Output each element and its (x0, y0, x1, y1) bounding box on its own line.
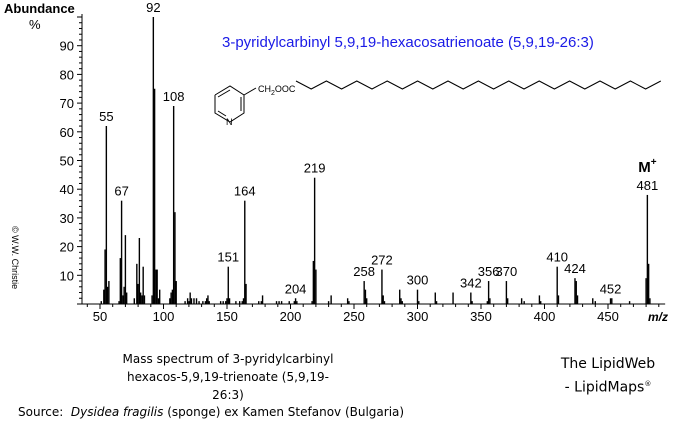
peak-label: 108 (163, 89, 185, 104)
peak-label: 151 (217, 250, 239, 265)
y-tick-label: 50 (60, 154, 74, 169)
peak-label: 424 (564, 261, 586, 276)
peak-label: 300 (407, 273, 429, 288)
registered-mark: ® (644, 380, 652, 388)
ring-nitrogen-label: N (226, 117, 233, 125)
y-tick-label: 60 (60, 125, 74, 140)
source-prefix: Source: (18, 405, 64, 419)
x-tick-label: 400 (534, 309, 556, 324)
peak-label: 356 (478, 264, 500, 279)
y-tick-label: 90 (60, 39, 74, 54)
peak-label: 204 (285, 281, 307, 296)
x-tick-label: 450 (597, 309, 619, 324)
peak-label: 67 (114, 184, 128, 199)
y-tick-label: 80 (60, 67, 74, 82)
brand-line-2: - LipidMaps (564, 379, 645, 396)
x-tick-label: 250 (343, 309, 365, 324)
y-axis-label: Abundance (4, 1, 75, 16)
peak-label: 370 (496, 264, 518, 279)
y-tick-label: 10 (60, 268, 74, 283)
head-group-label: CH2OOC (258, 84, 296, 97)
x-tick-label: 200 (280, 309, 302, 324)
copyright-notice: © W.W. Christie (10, 226, 20, 290)
peak-label: 55 (99, 109, 113, 124)
peak-label: 92 (146, 0, 160, 15)
x-tick-label: 100 (153, 309, 175, 324)
source-species: Dysidea fragilis (70, 405, 164, 419)
y-axis-unit: % (29, 17, 41, 32)
caption-line-2: hexacos-5,9,19-trienoate (5,9,19-26:3) (127, 370, 329, 402)
peak-label: 164 (234, 184, 256, 199)
brand-line-1: The LipidWeb (560, 356, 656, 372)
peak-label: 272 (371, 253, 393, 268)
peak-label: 219 (304, 161, 326, 176)
branding: The LipidWeb - LipidMaps® (548, 354, 668, 398)
mass-spectrum-chart: 10 20 30 40 50 60 70 80 90 50 100 150 200 250 300 350 40… (60, 0, 668, 324)
source-suffix: (sponge) ex Kamen Stefanov (Bulgaria) (167, 405, 405, 419)
caption-line-1: Mass spectrum of 3-pyridylcarbinyl (122, 352, 334, 366)
x-axis-label: m/z (648, 310, 668, 324)
figure-caption: Mass spectrum of 3-pyridylcarbinyl hexac… (118, 350, 338, 404)
y-tick-label: 30 (60, 211, 74, 226)
peak-label: 342 (460, 276, 482, 291)
y-tick-label: 40 (60, 182, 74, 197)
y-tick-label: 70 (60, 96, 74, 111)
peak-label: 410 (546, 250, 568, 265)
x-tick-label: 150 (216, 309, 238, 324)
x-tick-label: 350 (470, 309, 492, 324)
peak-label: 258 (353, 264, 375, 279)
x-tick-label: 300 (407, 309, 429, 324)
chart-title: 3-pyridylcarbinyl 5,9,19-hexacosatrienoa… (222, 34, 594, 51)
source-note: Source: Dysidea fragilis (sponge) ex Kam… (18, 405, 404, 419)
y-tick-label: 20 (60, 240, 74, 255)
molecule-structure: CH2OOC N (214, 80, 662, 125)
peak-label: 481 (637, 178, 659, 193)
molecular-ion-label: M+ (638, 157, 657, 176)
x-tick-label: 50 (93, 309, 107, 324)
peak-label: 452 (600, 281, 622, 296)
